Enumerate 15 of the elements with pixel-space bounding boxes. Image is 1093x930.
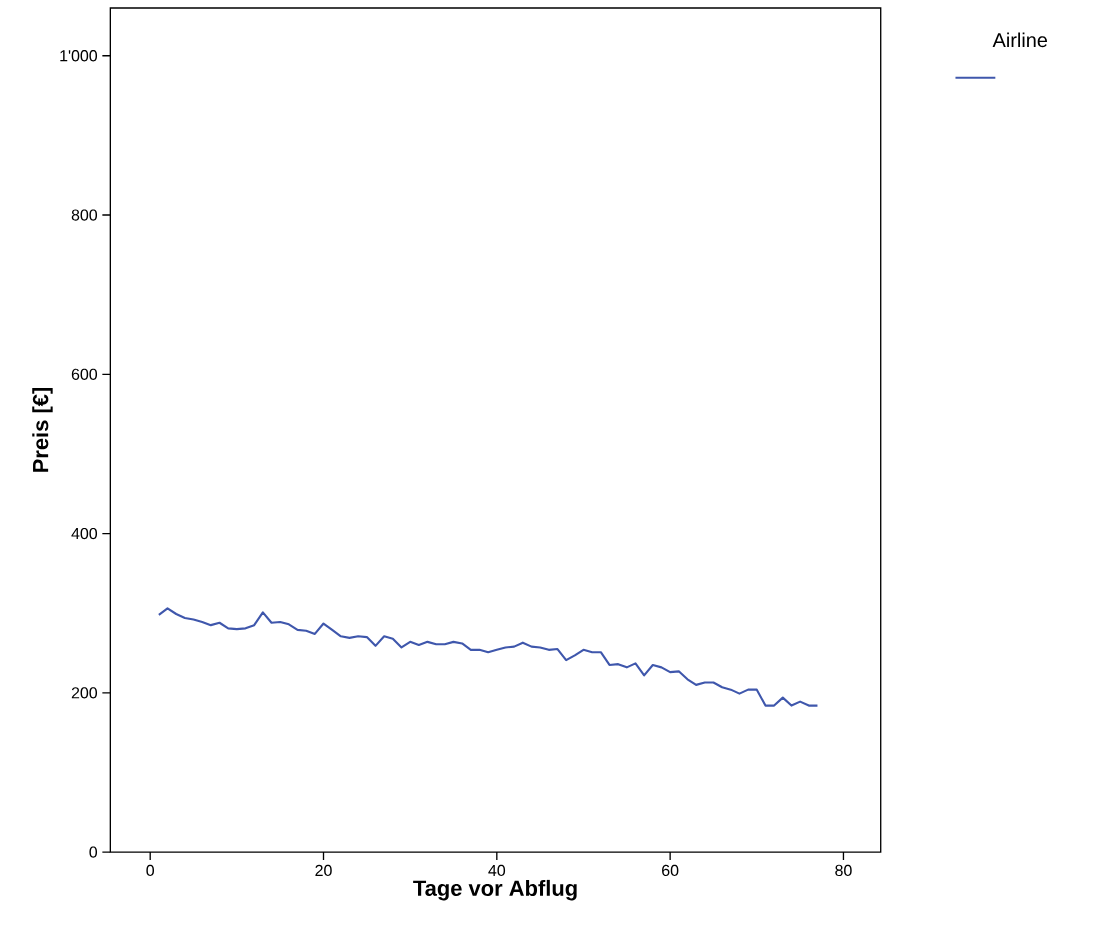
y-tick-label: 800	[71, 209, 98, 221]
x-axis-title: Tage vor Abflug	[413, 879, 577, 901]
y-tick-label: 400	[71, 528, 98, 540]
y-tick-label: 1'000	[60, 50, 98, 62]
x-tick-label: 40	[488, 864, 506, 877]
y-axis-title: Preis [€]	[32, 388, 53, 472]
x-tick-label: 0	[146, 864, 155, 877]
y-tick-label: 0	[89, 846, 98, 858]
x-tick-label: 80	[835, 864, 852, 877]
x-tick-label: 20	[315, 864, 332, 877]
y-tick-label: 200	[71, 687, 98, 699]
y-tick-label: 600	[71, 368, 98, 381]
line-series	[157, 607, 819, 707]
x-tick-label: 60	[662, 864, 679, 877]
legend-title: Airline	[992, 32, 1048, 48]
